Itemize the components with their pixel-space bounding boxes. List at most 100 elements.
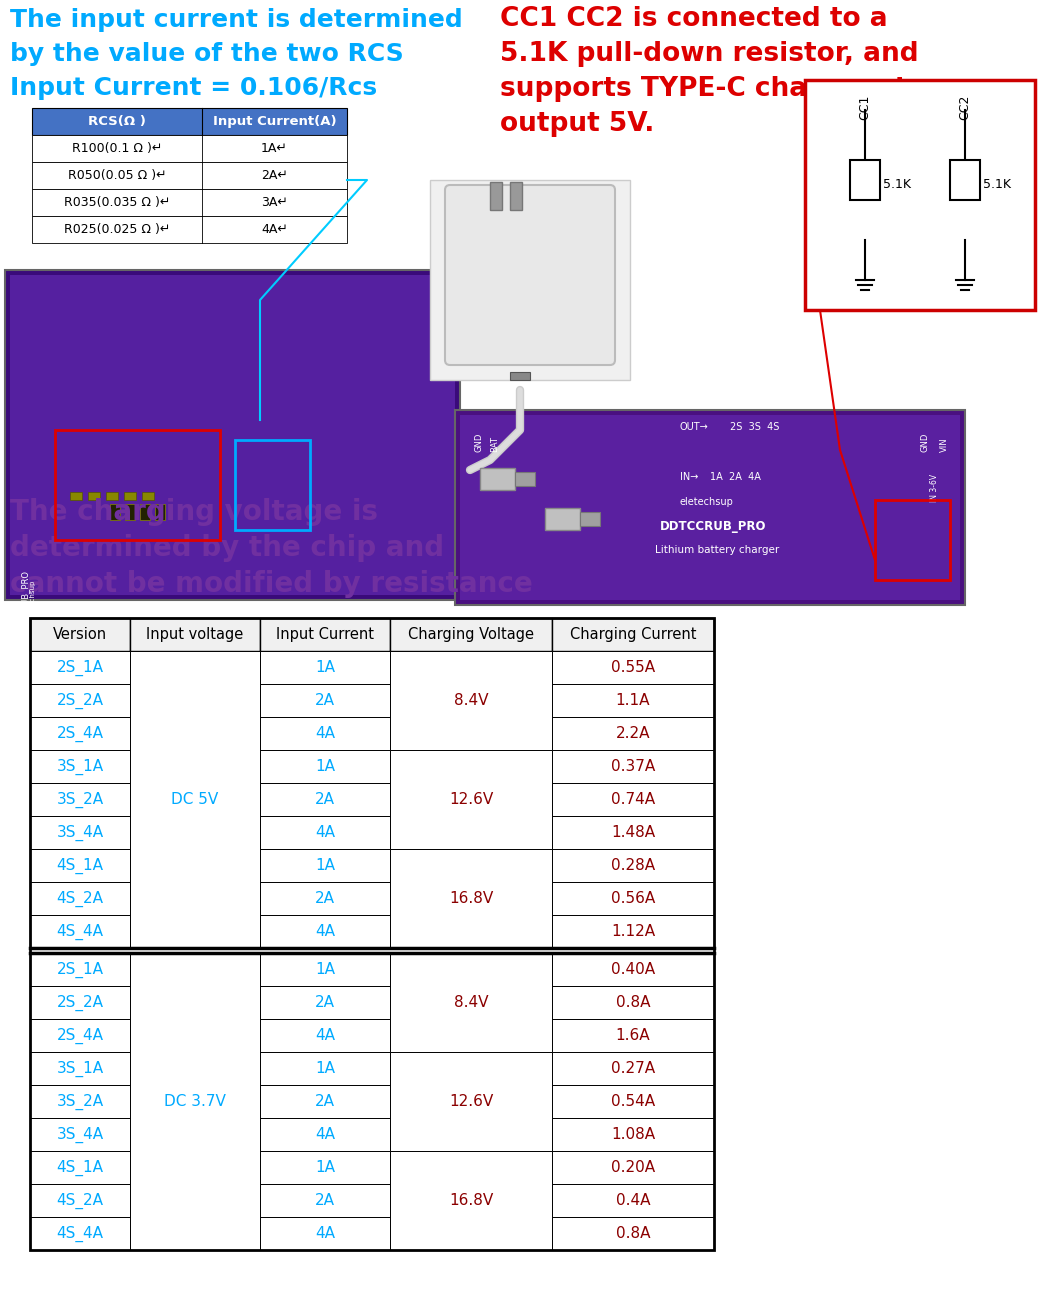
Bar [32,216,347,243]
Text: R050(0.05 Ω )↵: R050(0.05 Ω )↵ [67,169,166,182]
Text: 3S_2A: 3S_2A [57,791,104,808]
Bar [552,1053,714,1085]
Text: 1.12A: 1.12A [611,924,655,939]
Bar [260,1053,390,1085]
Text: 4A: 4A [315,1226,335,1241]
Text: 2A: 2A [315,693,335,708]
Text: 1.1A: 1.1A [615,693,650,708]
Bar [30,1053,130,1085]
Text: VIN: VIN [940,437,949,451]
Bar [260,1019,390,1053]
Bar [30,684,130,717]
Bar [552,954,714,986]
Text: 5.1K: 5.1K [983,178,1011,191]
Text: 3S_4A: 3S_4A [57,1127,104,1142]
Bar [140,503,150,520]
Bar [552,882,714,915]
Bar [155,503,165,520]
Text: DDTCCRUB_PRO: DDTCCRUB_PRO [20,570,29,639]
Bar [390,650,552,749]
Text: 0.27A: 0.27A [611,1062,655,1076]
Bar [460,415,960,600]
Text: 1A: 1A [315,660,335,675]
Bar [260,717,390,749]
Bar [514,472,536,487]
Text: Input Current = 0.106/Rcs: Input Current = 0.106/Rcs [10,75,377,100]
Text: 16.8V: 16.8V [449,1193,493,1209]
Text: Input voltage: Input voltage [146,627,244,641]
Text: 4A: 4A [315,726,335,742]
Text: 4S_2A: 4S_2A [57,1193,104,1209]
Text: 3A↵: 3A↵ [261,196,288,209]
Bar [30,1019,130,1053]
Text: 0.28A: 0.28A [611,857,655,873]
Bar [552,816,714,850]
Text: 3S_1A: 3S_1A [57,758,104,774]
Text: 3S_1A: 3S_1A [57,1060,104,1077]
Bar [260,618,390,650]
Text: 2.2A: 2.2A [615,726,650,742]
Text: R100(0.1 Ω )↵: R100(0.1 Ω )↵ [71,142,162,155]
Bar [260,1151,390,1184]
Text: 0.37A: 0.37A [611,758,655,774]
Bar [950,160,980,200]
Bar [260,915,390,948]
Bar [552,749,714,783]
Bar [390,618,552,650]
Text: 5.1K: 5.1K [883,178,911,191]
Bar [260,783,390,816]
Text: 2A: 2A [315,1094,335,1108]
Bar [260,850,390,882]
Text: R035(0.035 Ω )↵: R035(0.035 Ω )↵ [64,196,170,209]
Bar [30,882,130,915]
FancyBboxPatch shape [445,185,615,366]
Bar [552,1151,714,1184]
Text: 0.4A: 0.4A [615,1193,650,1209]
Text: 1A: 1A [315,758,335,774]
Text: 4S_1A: 4S_1A [57,857,104,873]
Bar [30,618,714,1250]
Text: GND: GND [475,433,484,451]
Bar [430,180,630,380]
Bar [124,492,136,500]
Text: 2S_1A: 2S_1A [57,660,104,675]
Bar [552,1184,714,1216]
Bar [552,850,714,882]
Text: CC1: CC1 [859,95,872,121]
Text: 0.56A: 0.56A [611,891,655,905]
Text: IN→: IN→ [680,472,698,481]
Text: 4S_2A: 4S_2A [57,890,104,907]
Bar [390,954,552,1053]
Bar [55,431,220,540]
Bar [552,650,714,684]
Text: GND: GND [920,433,929,451]
Text: 2S_2A: 2S_2A [57,994,104,1011]
Bar [260,986,390,1019]
Bar [260,816,390,850]
Text: 4A: 4A [315,924,335,939]
Bar [552,684,714,717]
Text: 0.54A: 0.54A [611,1094,655,1108]
Bar [32,189,347,216]
Bar [552,618,714,650]
Bar [32,108,347,135]
Bar [70,492,82,500]
Text: determined by the chip and: determined by the chip and [10,533,444,562]
Text: Input Current: Input Current [276,627,374,641]
Text: Input Current(A): Input Current(A) [213,114,336,127]
Bar [480,468,514,490]
Text: DDTCCRUB_PRO: DDTCCRUB_PRO [660,520,766,533]
Text: 2A↵: 2A↵ [261,169,288,182]
Text: 2S  3S  4S: 2S 3S 4S [730,422,779,432]
Bar [30,650,130,684]
Bar [875,500,950,580]
Text: The charging voltage is: The charging voltage is [10,498,378,526]
Text: 2S_4A: 2S_4A [57,726,104,742]
Bar [32,163,347,189]
Bar [30,717,130,749]
Text: 8.4V: 8.4V [454,693,488,708]
Text: 0.20A: 0.20A [611,1160,655,1175]
Text: 16.8V: 16.8V [449,891,493,905]
Bar [552,783,714,816]
Text: RCS(Ω ): RCS(Ω ) [88,114,146,127]
